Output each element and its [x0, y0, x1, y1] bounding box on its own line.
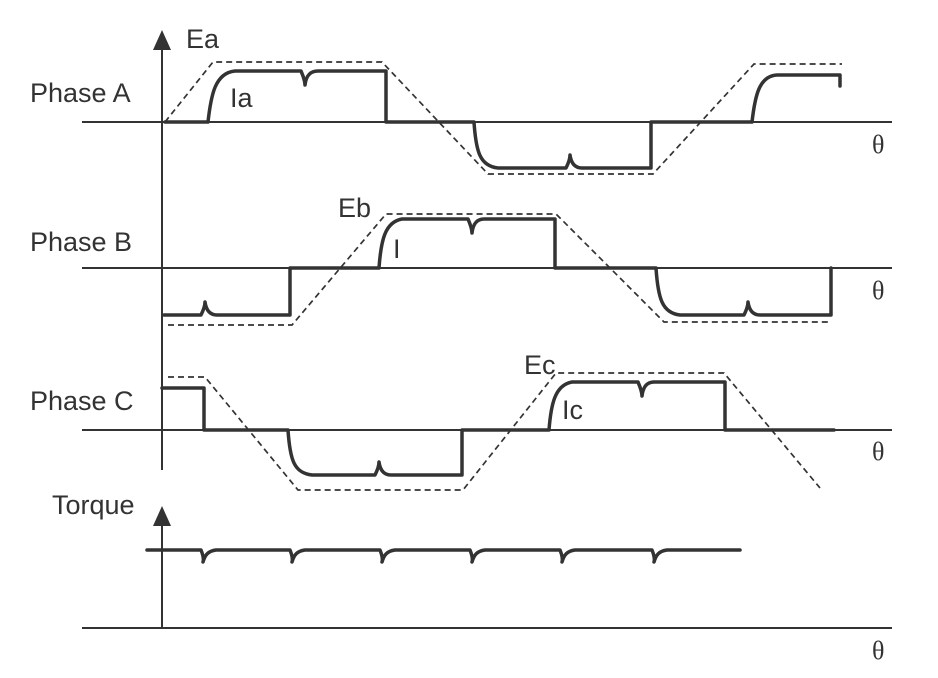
phase-c-back-emf	[168, 372, 821, 491]
phase-c-current	[160, 380, 836, 477]
theta-label-phase-b: θ	[872, 276, 884, 305]
phase-a-label: Phase A	[30, 78, 131, 108]
ea-label: Ea	[186, 24, 220, 54]
ib-label: I	[393, 234, 401, 264]
torque-axis-arrow	[153, 506, 171, 526]
ec-label: Ec	[524, 350, 556, 380]
phase-c-label: Phase C	[30, 386, 134, 416]
phase-b-current	[162, 217, 833, 317]
ea-axis-arrow	[153, 30, 171, 50]
eb-label: Eb	[338, 193, 371, 223]
phase-a-back-emf	[164, 61, 842, 175]
theta-label-torque: θ	[872, 636, 884, 665]
torque-label: Torque	[52, 490, 135, 520]
phase-a-current	[163, 69, 842, 170]
theta-label-phase-c: θ	[872, 437, 884, 466]
torque-waveform	[145, 548, 742, 564]
phase-b-label: Phase B	[30, 227, 132, 257]
ia-label: Ia	[230, 83, 254, 113]
theta-label-phase-a: θ	[872, 130, 884, 159]
phase-b-back-emf	[168, 213, 830, 326]
ic-label: Ic	[562, 395, 583, 425]
